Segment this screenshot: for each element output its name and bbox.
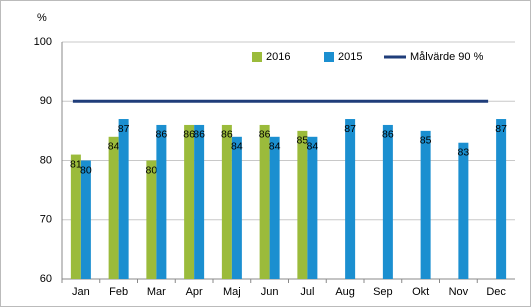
x-tick-label: Aug [335, 286, 355, 298]
x-tick-label: Jul [300, 286, 314, 298]
bar [345, 119, 356, 280]
bar [184, 124, 195, 279]
x-tick-label: Dec [486, 286, 506, 298]
value-label: 86 [259, 129, 271, 141]
x-tick-label: Mar [147, 286, 166, 298]
legend-swatch [252, 52, 262, 62]
bar [231, 136, 242, 279]
x-tick-label: Apr [186, 286, 203, 298]
value-label: 87 [344, 123, 356, 135]
bar [80, 160, 91, 279]
bar [307, 136, 318, 279]
y-tick-label: 70 [40, 214, 52, 226]
x-tick-label: Okt [412, 286, 429, 298]
y-tick-label: 60 [40, 273, 52, 285]
value-label: 83 [458, 147, 470, 159]
bar [108, 136, 119, 279]
bar [420, 130, 431, 279]
x-tick-label: Maj [223, 286, 241, 298]
bar [297, 130, 308, 279]
y-axis-label: % [37, 12, 47, 24]
value-label: 84 [269, 141, 281, 153]
value-label: 80 [146, 164, 158, 176]
bar [118, 119, 129, 280]
bar [259, 124, 270, 279]
bar [194, 124, 205, 279]
value-label: 84 [307, 141, 319, 153]
value-label: 87 [118, 123, 130, 135]
bar [146, 160, 157, 279]
bar [458, 142, 469, 279]
value-label: 85 [420, 135, 432, 147]
x-tick-label: Feb [109, 286, 128, 298]
value-label: 81 [70, 158, 82, 170]
y-tick-label: 80 [40, 154, 52, 166]
bar [269, 136, 280, 279]
value-label: 86 [382, 129, 394, 141]
value-label: 85 [297, 135, 309, 147]
bar [156, 124, 167, 279]
value-label: 86 [156, 129, 168, 141]
x-tick-label: Jun [261, 286, 279, 298]
x-tick-label: Jan [72, 286, 90, 298]
value-label: 84 [231, 141, 243, 153]
legend-label: Målvärde 90 % [410, 51, 484, 63]
value-label: 86 [193, 129, 205, 141]
bar [70, 154, 81, 279]
legend-swatch [324, 52, 334, 62]
bar [382, 124, 393, 279]
y-tick-label: 90 [40, 95, 52, 107]
value-label: 84 [108, 141, 120, 153]
x-tick-label: Nov [449, 286, 469, 298]
y-tick-label: 100 [34, 36, 52, 48]
value-label: 86 [221, 129, 233, 141]
value-label: 86 [183, 129, 195, 141]
legend-label: 2016 [266, 51, 290, 63]
legend-label: 2015 [338, 51, 362, 63]
value-label: 87 [495, 123, 507, 135]
x-tick-label: Sep [373, 286, 393, 298]
bar [221, 124, 232, 279]
bar [496, 119, 507, 280]
value-label: 80 [80, 164, 92, 176]
